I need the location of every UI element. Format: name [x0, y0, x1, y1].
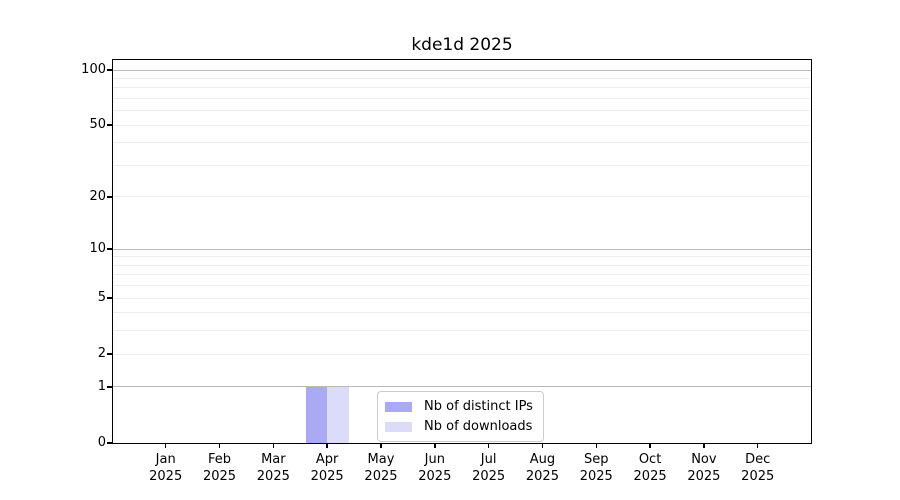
x-tick-mark	[487, 443, 490, 448]
y-tick-label: 10	[89, 241, 106, 257]
x-tick-mark	[434, 443, 436, 448]
plot-area: Nb of distinct IPs Nb of downloads 0 1 2 5 1…	[81, 59, 812, 484]
x-tick-mark	[756, 443, 759, 448]
y-tick-label: 5	[97, 290, 106, 306]
x-tick-label: Nov 2025	[687, 452, 721, 484]
x-tick-label: Jun 2025	[418, 452, 452, 484]
x-tick-label: Mar 2025	[256, 452, 290, 484]
y-tick-mark	[107, 69, 112, 71]
minor-gridline	[113, 256, 811, 258]
minor-gridline	[113, 330, 811, 332]
major-gridline	[113, 386, 811, 388]
y-tick-label: 50	[89, 117, 106, 133]
major-gridline	[113, 69, 811, 71]
x-tick-mark	[218, 443, 221, 448]
x-tick-label: Sep 2025	[579, 452, 613, 484]
x-tick-mark	[164, 443, 167, 448]
minor-gridline	[113, 97, 811, 99]
y-tick-mark	[107, 124, 112, 126]
minor-gridline	[113, 196, 811, 198]
minor-gridline	[113, 312, 811, 314]
minor-gridline	[113, 142, 811, 144]
x-tick-label: Apr 2025	[310, 452, 344, 484]
y-tick-label: 100	[81, 62, 106, 77]
x-tick-mark	[541, 443, 544, 448]
y-tick-label: 0	[97, 435, 106, 450]
y-tick-mark	[107, 248, 112, 250]
chart-title: kde1d 2025	[411, 35, 513, 55]
y-tick-mark	[107, 297, 112, 299]
x-tick-mark	[703, 443, 705, 448]
x-tick-mark	[326, 443, 328, 448]
y-tick-mark	[107, 196, 112, 198]
bar-downloads	[327, 386, 349, 443]
legend-item: Nb of downloads	[385, 419, 533, 434]
x-tick-label: May 2025	[364, 452, 398, 484]
y-tick-label: 1	[97, 378, 106, 394]
legend: Nb of distinct IPs Nb of downloads	[377, 391, 544, 442]
bar-distinct-ips	[305, 386, 328, 443]
x-tick-label: Jul 2025	[472, 452, 506, 484]
x-tick-label: Aug 2025	[525, 452, 559, 484]
minor-gridline	[113, 285, 811, 287]
y-tick-label: 20	[89, 188, 106, 204]
legend-label: Nb of distinct IPs	[424, 399, 533, 414]
minor-gridline	[113, 87, 811, 89]
minor-gridline	[113, 353, 811, 355]
minor-gridline	[113, 124, 811, 126]
x-tick-mark	[380, 443, 382, 448]
x-tick-label: Oct 2025	[633, 452, 667, 484]
major-gridline	[113, 248, 811, 250]
legend-item: Nb of distinct IPs	[385, 399, 533, 414]
minor-gridline	[113, 274, 811, 276]
x-tick-label: Jan 2025	[149, 452, 183, 484]
legend-label: Nb of downloads	[424, 419, 533, 434]
minor-gridline	[113, 264, 811, 266]
minor-gridline	[113, 77, 811, 79]
y-tick-mark	[107, 353, 112, 355]
x-tick-label: Feb 2025	[202, 452, 237, 484]
x-tick-label: Dec 2025	[741, 452, 775, 484]
legend-swatch-downloads	[385, 421, 412, 432]
y-tick-mark	[107, 442, 112, 444]
x-tick-mark	[595, 443, 597, 448]
y-tick-label: 2	[97, 346, 106, 362]
x-tick-mark	[649, 443, 651, 448]
minor-gridline	[113, 110, 811, 112]
minor-gridline	[113, 297, 811, 299]
x-tick-mark	[272, 443, 275, 448]
y-tick-mark	[107, 386, 112, 388]
minor-gridline	[113, 164, 811, 166]
legend-swatch-distinct-ips	[385, 401, 412, 412]
